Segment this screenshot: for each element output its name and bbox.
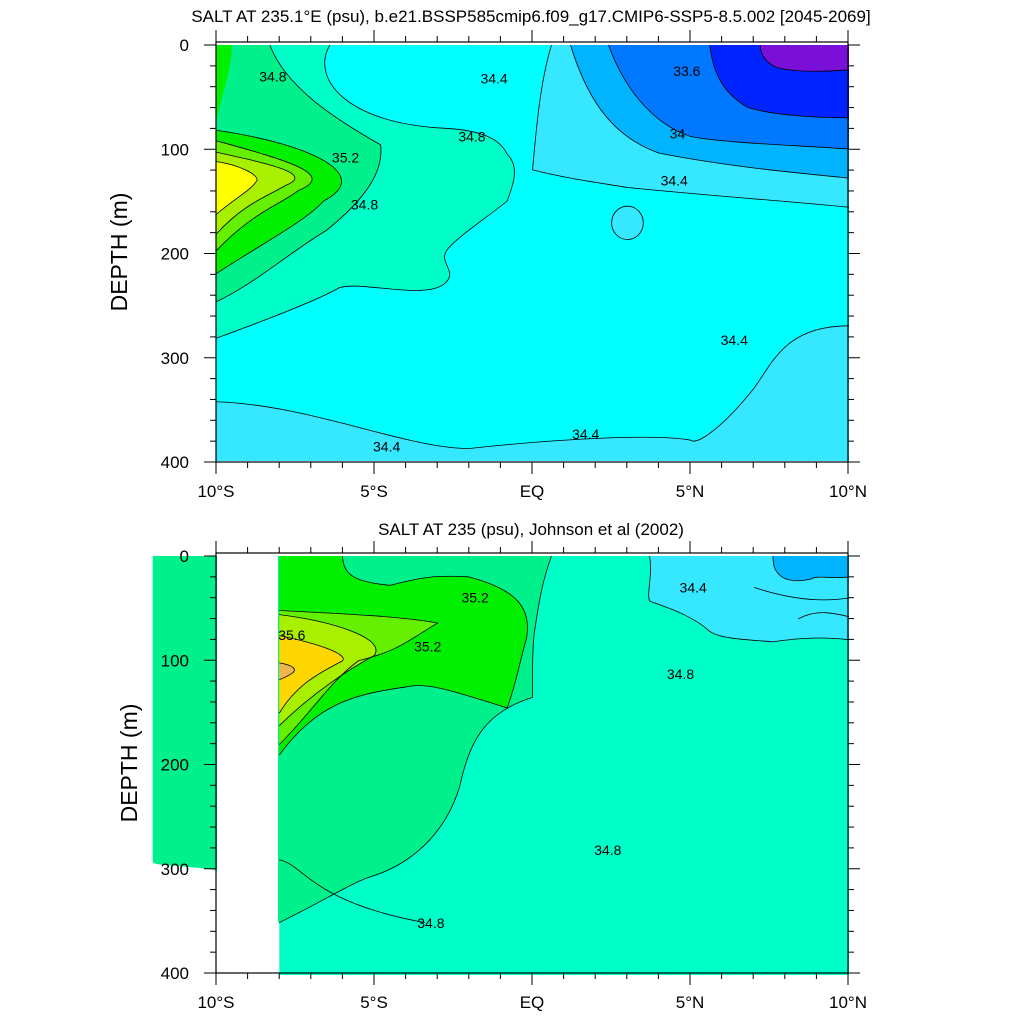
panel1-x-tick-label: 10°N bbox=[829, 482, 867, 501]
panel2-x-tick-label: 5°N bbox=[676, 993, 705, 1012]
panel1-contour-labels: 34.8 34.4 33.6 34.8 34 35.2 34.4 34.8 34.4 34.4 34… bbox=[259, 63, 748, 454]
panel1-contour-fill bbox=[216, 45, 849, 461]
panel1-y-tick-label: 300 bbox=[161, 349, 189, 368]
panel1-y-axis-title: DEPTH (m) bbox=[106, 193, 132, 312]
observed-salinity-panel: SALT AT 235 (psu), Johnson et al (2002) bbox=[116, 520, 867, 1012]
panel2-x-tick-label: 10°S bbox=[197, 993, 234, 1012]
p1-region-34.2-bottom bbox=[216, 325, 849, 461]
panel1-contour-label: 34.8 bbox=[458, 129, 485, 145]
panel2-contour-labels: 35.2 34.4 35.6 35.2 34.8 34.8 34.8 bbox=[278, 579, 707, 931]
panel2-contour-label: 35.2 bbox=[414, 639, 441, 655]
panel1-contour-label: 34.8 bbox=[259, 68, 286, 84]
panel1-contour-label: 33.6 bbox=[673, 63, 700, 79]
model-salinity-panel: SALT AT 235.1°E (psu), b.e21.BSSP585cmip… bbox=[106, 7, 871, 501]
p2-region-34.0 bbox=[773, 556, 849, 581]
panel1-contour-label: 34.8 bbox=[351, 197, 378, 213]
panel2-y-tick-label: 100 bbox=[161, 651, 189, 670]
panel2-y-tick-label: 400 bbox=[161, 964, 189, 983]
panel1-contour-label: 34 bbox=[670, 126, 686, 142]
panel1-x-tick-label: 10°S bbox=[197, 482, 234, 501]
panel2-x-tick-label: EQ bbox=[520, 993, 545, 1012]
panel2-contour-label: 35.6 bbox=[278, 627, 305, 643]
panel2-x-tick-label: 10°N bbox=[829, 993, 867, 1012]
p2-region-35.8 bbox=[279, 635, 344, 714]
panel1-x-tick-label: EQ bbox=[520, 482, 545, 501]
p1-region-35.6 bbox=[216, 161, 258, 215]
panel1-y-tick-label: 0 bbox=[180, 36, 189, 55]
panel2-y-tick-label: 200 bbox=[161, 756, 189, 775]
panel2-contour-label: 34.8 bbox=[594, 842, 621, 858]
p1-region-33.4 bbox=[760, 45, 849, 72]
panel1-contour-label: 34.4 bbox=[572, 426, 599, 442]
panel2-y-tick-label: 0 bbox=[180, 547, 189, 566]
panel1-y-tick-label: 200 bbox=[161, 245, 189, 264]
panel1-contour-label: 34.4 bbox=[480, 70, 507, 86]
panel1-x-tick-label: 5°S bbox=[360, 482, 388, 501]
panel2-y-tick-label: 300 bbox=[161, 860, 189, 879]
panel1-axes: 10°S 5°S EQ 5°N 10°N 0 100 200 300 400 bbox=[161, 30, 867, 501]
p2-region-35.2 bbox=[279, 556, 528, 756]
panel1-contour-label: 34.4 bbox=[373, 438, 400, 454]
panel2-contour-label: 34.4 bbox=[680, 579, 707, 595]
panel2-contour-label: 35.2 bbox=[461, 590, 488, 606]
panel1-contour-lines bbox=[216, 45, 849, 449]
panel2-contour-label: 34.8 bbox=[417, 915, 444, 931]
panel2-contour-fill bbox=[152, 556, 849, 975]
p2-region-36.0 bbox=[279, 662, 295, 680]
panel1-y-tick-label: 100 bbox=[161, 140, 189, 159]
panel1-contour-label: 35.2 bbox=[332, 150, 359, 166]
panel2-y-axis-title: DEPTH (m) bbox=[116, 704, 142, 823]
panel2-missing-data-area bbox=[217, 556, 278, 974]
panel1-y-tick-label: 400 bbox=[161, 453, 189, 472]
panel2-contour-lines bbox=[279, 556, 849, 923]
panel1-contour-label: 34.4 bbox=[661, 173, 688, 189]
panel2-x-tick-label: 5°S bbox=[360, 993, 388, 1012]
panel1-x-tick-label: 5°N bbox=[676, 482, 705, 501]
panel2-title: SALT AT 235 (psu), Johnson et al (2002) bbox=[378, 520, 684, 539]
panel1-contour-label: 34.4 bbox=[721, 332, 748, 348]
panel2-axes: 10°S 5°S EQ 5°N 10°N 0 100 200 300 400 bbox=[161, 541, 867, 1012]
panel2-contour-label: 34.8 bbox=[667, 666, 694, 682]
panel1-title: SALT AT 235.1°E (psu), b.e21.BSSP585cmip… bbox=[191, 7, 870, 26]
p1-region-34.2-blob bbox=[611, 206, 644, 240]
